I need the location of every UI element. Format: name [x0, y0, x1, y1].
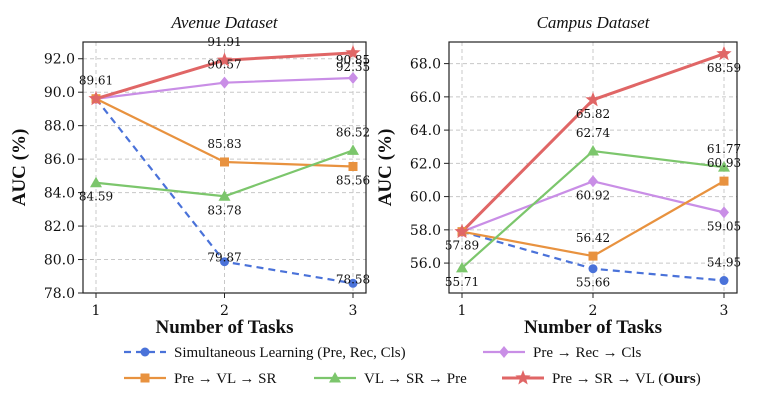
data-point — [588, 251, 598, 261]
data-point — [588, 264, 598, 274]
legend-marker — [140, 373, 150, 383]
data-label: 79.87 — [207, 251, 241, 265]
legend-item: VL → SR → Pre — [314, 371, 467, 387]
y-tick-label: 82.0 — [44, 219, 75, 235]
chart-panel-avenue: 78.0 80.0 82.0 84.0 86.0 88.0 90.0 92.0 1 2 3 Avenu… — [9, 13, 370, 338]
data-label: 91.91 — [207, 35, 241, 49]
data-point — [220, 257, 229, 267]
data-label: 59.05 — [707, 219, 741, 233]
legend-marker — [140, 347, 150, 357]
y-tick-label: 66.0 — [410, 90, 441, 106]
data-point — [587, 145, 599, 156]
legend-item: Simultaneous Learning (Pre, Rec, Cls) — [124, 345, 406, 361]
data-label: 55.66 — [576, 276, 610, 290]
y-tick-label: 56.0 — [410, 256, 441, 272]
data-point — [88, 90, 104, 106]
data-point — [585, 91, 601, 107]
data-label: 83.78 — [207, 203, 241, 217]
chart-panel-campus: 56.0 58.0 60.0 62.0 64.0 66.0 68.0 1 2 3 Campus Da… — [375, 13, 741, 338]
legend-marker — [329, 372, 341, 383]
data-label: 54.95 — [707, 256, 741, 270]
x-axis-title: Number of Tasks — [156, 317, 294, 338]
y-tick-label: 58.0 — [410, 223, 441, 239]
data-label: 89.61 — [79, 74, 113, 88]
x-tick-label: 2 — [220, 303, 229, 319]
legend-label: Pre → SR → VL (Ours) — [552, 371, 701, 387]
legend-item: Pre → Rec → Cls — [483, 345, 641, 361]
data-point — [719, 176, 729, 186]
legend-label: Simultaneous Learning (Pre, Rec, Cls) — [174, 345, 406, 361]
data-point — [454, 223, 470, 239]
chart-title: Avenue Dataset — [170, 13, 278, 32]
y-tick-label: 62.0 — [410, 156, 441, 172]
data-point — [218, 190, 231, 201]
data-label: 60.92 — [576, 188, 610, 202]
y-axis-title: AUC (%) — [9, 129, 30, 207]
data-label: 68.59 — [707, 61, 741, 75]
y-tick-label: 84.0 — [44, 186, 75, 202]
x-tick-label: 2 — [589, 303, 598, 319]
legend-marker — [515, 370, 531, 385]
data-point — [90, 176, 102, 188]
legend-label: Pre → Rec → Cls — [533, 345, 641, 361]
y-tick-label: 90.0 — [44, 85, 75, 101]
data-point — [718, 161, 730, 172]
y-tick-label: 86.0 — [44, 152, 75, 168]
x-tick-label: 3 — [720, 303, 729, 319]
data-label: 85.56 — [336, 173, 370, 187]
data-label: 86.52 — [336, 125, 370, 139]
x-tick-label: 1 — [458, 303, 467, 319]
data-point — [456, 261, 468, 273]
axes-frame — [82, 41, 367, 294]
data-label: 60.93 — [707, 156, 741, 170]
y-axis-title: AUC (%) — [375, 129, 396, 207]
data-point — [716, 45, 732, 61]
data-point — [220, 157, 229, 167]
data-label: 78.58 — [336, 272, 370, 286]
x-tick-label: 3 — [349, 303, 358, 319]
chart-title: Campus Dataset — [537, 13, 651, 32]
data-label: 90.57 — [207, 58, 241, 72]
data-label: 85.83 — [207, 137, 241, 151]
x-tick-label: 1 — [92, 303, 101, 319]
y-tick-label: 64.0 — [410, 123, 441, 139]
data-label: 92.35 — [336, 60, 370, 74]
data-label: 61.77 — [707, 142, 741, 156]
legend-label: Pre → VL → SR — [174, 371, 277, 387]
legend-marker — [499, 346, 509, 358]
legend-item: Pre → SR → VL (Ours) — [502, 370, 701, 387]
data-label: 56.42 — [576, 231, 610, 245]
data-point — [219, 76, 230, 89]
y-tick-label: 78.0 — [44, 286, 75, 302]
y-tick-label: 60.0 — [410, 190, 441, 206]
y-tick-label: 68.0 — [410, 57, 441, 73]
y-tick-label: 80.0 — [44, 253, 75, 269]
legend-label: VL → SR → Pre — [364, 371, 467, 387]
data-label: 57.89 — [445, 239, 479, 253]
data-point — [345, 44, 361, 60]
data-point — [348, 161, 358, 171]
data-point — [719, 276, 729, 286]
data-point — [347, 144, 359, 155]
data-label: 90.85 — [336, 53, 370, 67]
y-tick-label: 92.0 — [44, 52, 75, 68]
data-point — [348, 278, 358, 288]
data-label: 62.74 — [576, 126, 611, 140]
y-tick-label: 88.0 — [44, 119, 75, 135]
plot-area — [449, 42, 737, 293]
axes-frame — [448, 41, 738, 294]
legend-item: Pre → VL → SR — [124, 371, 277, 387]
x-axis-title: Number of Tasks — [524, 317, 662, 338]
data-label: 55.71 — [445, 275, 479, 289]
data-point — [719, 206, 729, 219]
data-point — [216, 52, 233, 67]
data-point — [588, 175, 598, 188]
data-label: 65.82 — [576, 107, 610, 121]
legend: Simultaneous Learning (Pre, Rec, Cls) Pre… — [124, 345, 701, 387]
data-point — [348, 71, 358, 84]
data-label: 84.59 — [79, 190, 113, 204]
